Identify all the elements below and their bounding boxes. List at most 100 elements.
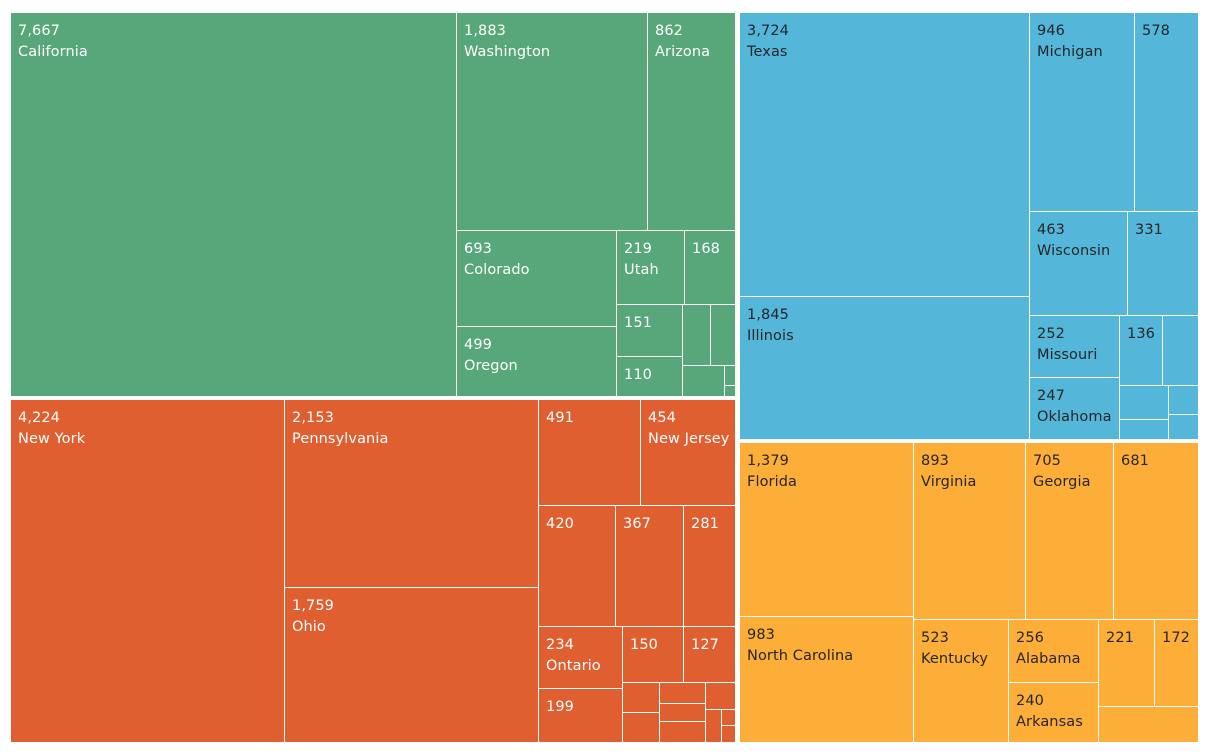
treemap-tile-central-texas[interactable]: 3,724 Texas	[740, 13, 1030, 297]
treemap-tile-east-unlabeled-15[interactable]	[623, 713, 660, 742]
tile-value-label: 862	[655, 23, 683, 39]
tile-name-label: Arizona	[655, 44, 711, 60]
treemap-tile-west-washington[interactable]: 1,883 Washington	[457, 13, 648, 231]
treemap-tile-central-unlabeled-12[interactable]	[1120, 420, 1169, 439]
tile-label: 499 Oregon	[464, 335, 518, 377]
tile-name-label: Oklahoma	[1037, 409, 1112, 425]
treemap-tile-east-new-jersey[interactable]: 454 New Jersey	[641, 400, 735, 506]
tile-value-label: 4,224	[18, 410, 61, 426]
tile-value-label: 219	[624, 241, 652, 257]
tile-value-label: 127	[691, 637, 719, 653]
tile-value-label: 150	[630, 637, 658, 653]
tile-value-label: 234	[546, 637, 574, 653]
tile-label: 247 Oklahoma	[1037, 386, 1112, 428]
treemap-tile-east-281[interactable]: 281	[684, 506, 735, 627]
tile-name-label: Ontario	[546, 658, 601, 674]
tile-label: 420	[546, 514, 574, 535]
treemap-tile-south-681[interactable]: 681	[1114, 443, 1198, 620]
treemap-tile-central-illinois[interactable]: 1,845 Illinois	[740, 297, 1030, 439]
treemap-tile-south-172[interactable]: 172	[1155, 620, 1198, 707]
treemap-tile-east-150[interactable]: 150	[623, 627, 684, 683]
treemap-tile-west-colorado[interactable]: 693 Colorado	[457, 231, 617, 327]
treemap-tile-east-unlabeled-13[interactable]	[660, 683, 706, 704]
treemap-tile-east-199[interactable]: 199	[539, 689, 623, 742]
treemap-tile-south-north-carolina[interactable]: 983 North Carolina	[740, 617, 914, 742]
treemap-tile-east-420[interactable]: 420	[539, 506, 616, 627]
tile-name-label: Florida	[747, 474, 798, 490]
treemap-tile-central-331[interactable]: 331	[1128, 212, 1198, 316]
tile-label: 693 Colorado	[464, 239, 530, 281]
tile-label: 893 Virginia	[921, 451, 976, 493]
treemap-tile-east-unlabeled-16[interactable]	[660, 704, 706, 722]
treemap-tile-central-unlabeled-9[interactable]	[1163, 316, 1198, 386]
tile-label: 221	[1106, 628, 1134, 649]
treemap-tile-east-unlabeled-12[interactable]	[623, 683, 660, 713]
tile-name-label: Alabama	[1016, 651, 1081, 667]
treemap-tile-south-georgia[interactable]: 705 Georgia	[1026, 443, 1114, 620]
tile-name-label: Utah	[624, 262, 659, 278]
treemap-tile-central-unlabeled-11[interactable]	[1169, 386, 1198, 415]
treemap-tile-south-221[interactable]: 221	[1099, 620, 1155, 707]
tile-value-label: 705	[1033, 453, 1061, 469]
treemap-tile-west-oregon[interactable]: 499 Oregon	[457, 327, 617, 396]
treemap-tile-central-unlabeled-13[interactable]	[1169, 415, 1198, 439]
treemap-tile-east-new-york[interactable]: 4,224 New York	[11, 400, 285, 742]
treemap-tile-east-pennsylvania[interactable]: 2,153 Pennsylvania	[285, 400, 539, 588]
treemap-tile-central-wisconsin[interactable]: 463 Wisconsin	[1030, 212, 1128, 316]
treemap-tile-east-unlabeled-19[interactable]	[722, 710, 735, 726]
tile-label: 2,153 Pennsylvania	[292, 408, 388, 450]
treemap-tile-west-151[interactable]: 151	[617, 305, 683, 357]
tile-value-label: 172	[1162, 630, 1190, 646]
tile-label: 1,759 Ohio	[292, 596, 334, 638]
treemap-tile-central-missouri[interactable]: 252 Missouri	[1030, 316, 1120, 378]
treemap-tile-west-california[interactable]: 7,667 California	[11, 13, 457, 396]
treemap-tile-south-florida[interactable]: 1,379 Florida	[740, 443, 914, 617]
tile-value-label: 420	[546, 516, 574, 532]
treemap-tile-south-arkansas[interactable]: 240 Arkansas	[1009, 683, 1099, 742]
tile-name-label: Illinois	[747, 328, 794, 344]
treemap-tile-west-unlabeled-9[interactable]	[683, 305, 711, 366]
treemap-tile-central-oklahoma[interactable]: 247 Oklahoma	[1030, 378, 1120, 439]
tile-label: 983 North Carolina	[747, 625, 853, 667]
treemap-tile-east-127[interactable]: 127	[684, 627, 735, 683]
tile-value-label: 281	[691, 516, 719, 532]
treemap-tile-east-unlabeled-20[interactable]	[722, 726, 735, 742]
tile-name-label: Missouri	[1037, 347, 1098, 363]
treemap-tile-south-kentucky[interactable]: 523 Kentucky	[914, 620, 1009, 742]
treemap-tile-west-unlabeled-12[interactable]	[725, 366, 735, 386]
treemap-tile-east-367[interactable]: 367	[616, 506, 684, 627]
treemap-tile-central-michigan[interactable]: 946 Michigan	[1030, 13, 1135, 212]
tile-label: 240 Arkansas	[1016, 691, 1083, 733]
treemap-tile-south-unlabeled-10[interactable]	[1099, 707, 1198, 742]
treemap-tile-south-alabama[interactable]: 256 Alabama	[1009, 620, 1099, 683]
treemap-tile-east-unlabeled-18[interactable]	[706, 710, 722, 742]
treemap-tile-south-virginia[interactable]: 893 Virginia	[914, 443, 1026, 620]
tile-label: 252 Missouri	[1037, 324, 1098, 366]
treemap-tile-east-unlabeled-17[interactable]	[660, 722, 706, 742]
tile-name-label: Washington	[464, 44, 551, 60]
treemap-tile-east-491[interactable]: 491	[539, 400, 641, 506]
treemap-tile-west-unlabeled-13[interactable]	[725, 386, 735, 396]
treemap-tile-west-unlabeled-11[interactable]	[683, 366, 725, 396]
treemap-tile-west-168[interactable]: 168	[685, 231, 735, 305]
tile-value-label: 256	[1016, 630, 1044, 646]
treemap-tile-central-136[interactable]: 136	[1120, 316, 1163, 386]
treemap-tile-central-unlabeled-10[interactable]	[1120, 386, 1169, 420]
tile-value-label: 331	[1135, 222, 1163, 238]
tile-label: 136	[1127, 324, 1155, 345]
treemap-tile-west-arizona[interactable]: 862 Arizona	[648, 13, 735, 231]
treemap-tile-east-ontario[interactable]: 234 Ontario	[539, 627, 623, 689]
treemap-tile-central-578[interactable]: 578	[1135, 13, 1198, 212]
tile-name-label: Texas	[747, 44, 788, 60]
treemap-tile-west-110[interactable]: 110	[617, 357, 683, 396]
tile-label: 219 Utah	[624, 239, 659, 281]
treemap-tile-east-unlabeled-14[interactable]	[706, 683, 735, 710]
treemap-tile-west-unlabeled-10[interactable]	[711, 305, 735, 366]
treemap-tile-west-utah[interactable]: 219 Utah	[617, 231, 685, 305]
treemap-tile-east-ohio[interactable]: 1,759 Ohio	[285, 588, 539, 742]
tile-value-label: 1,379	[747, 453, 790, 469]
tile-label: 127	[691, 635, 719, 656]
tile-label: 234 Ontario	[546, 635, 601, 677]
tile-value-label: 221	[1106, 630, 1134, 646]
tile-value-label: 491	[546, 410, 574, 426]
